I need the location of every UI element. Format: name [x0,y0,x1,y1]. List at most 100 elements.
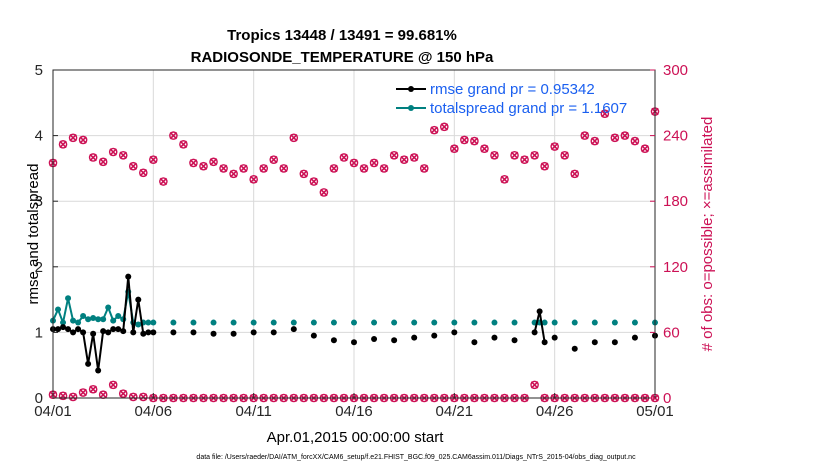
obs-high-possible-point [299,169,309,179]
obs-high-possible-point [159,177,168,186]
x-tick-label: 04/06 [135,403,173,420]
totalspread-point [60,319,67,326]
y-left-tick-label: 4 [35,128,43,145]
obs-low-possible-point [88,384,98,394]
obs-high-possible-point [610,133,620,143]
rmse-point [120,328,127,335]
obs-low-possible-point [58,391,68,401]
obs-high-possible-point [279,164,289,173]
rmse-point [270,329,277,336]
obs-low-assimilated-point [69,393,77,401]
obs-high-possible-point [269,155,279,164]
totalspread-point [190,319,197,326]
obs-high-assimilated-point [360,164,368,173]
totalspread-point [571,319,578,326]
obs-high-assimilated-point [229,170,238,178]
legend-rmse-marker [408,86,414,92]
obs-high-possible-point [88,153,98,162]
rmse-point [70,329,77,336]
obs-high-assimilated-point [219,164,228,173]
obs-high-assimilated-point [591,137,599,145]
obs-high-possible-point [500,175,509,184]
obs-high-assimilated-point [179,140,188,149]
totalspread-point [551,319,558,326]
y-axis-right: 0 60 120 180 240 300 [650,62,688,407]
rmse-point [541,339,548,346]
totalspread-point [391,319,398,326]
y-left-tick-label: 0 [35,390,43,407]
rmse-point [351,339,357,346]
legend-spread-label: totalspread grand pr = 1.1607 [430,100,627,117]
obs-high-assimilated-point [239,164,248,173]
obs-low-possible-point [138,392,148,402]
obs-high-possible-point [540,161,549,171]
totalspread-point [105,304,112,311]
obs-high-assimilated-point [450,144,459,153]
rmse-point [611,339,618,346]
obs-high-assimilated-point [621,131,629,140]
obs-high-possible-point [580,131,590,140]
obs-high-assimilated-point [139,169,148,177]
obs-low-assimilated-point [530,381,539,389]
totalspread-point [310,319,317,326]
totalspread-series [50,288,658,328]
rmse-point [411,334,418,341]
obs-high-possible-point [239,164,248,173]
rmse-point [110,326,117,333]
obs-high-assimilated-point [490,151,499,160]
y-left-tick-label: 1 [35,324,43,341]
obs-high-possible-point [480,144,489,154]
y-right-tick-label: 60 [663,324,680,341]
rmse-point [55,326,62,333]
totalspread-point [65,295,72,302]
rmse-point [90,330,97,337]
totalspread-point [451,319,458,326]
y-left-tick-label: 3 [35,193,43,210]
obs-high-possible-point [450,144,459,154]
obs-high-assimilated-point [330,164,338,173]
obs-high-possible-point [429,125,439,135]
obs-high-possible-point [259,164,269,173]
obs-high-possible-point [118,150,128,160]
obs-high-assimilated-point [209,158,218,166]
rmse-point [511,337,518,344]
totalspread-point [145,319,152,326]
obs-high-possible-point [369,158,379,168]
totalspread-point [95,316,102,323]
obs-high-possible-point [630,136,640,146]
obs-high-assimilated-point [189,159,198,167]
obs-high-possible-point [309,177,319,186]
data-file-footer: data file: /Users/raeder/DAI/ATM_forcXX/… [196,454,636,461]
rmse-point [591,339,598,346]
obs-low-possible-point [68,392,78,402]
totalspread-point [330,319,337,326]
rmse-point [371,335,378,342]
rmse-point [135,296,142,303]
obs-high-possible-point [98,157,108,167]
obs-high-possible-point [560,150,570,160]
rmse-point [105,329,112,336]
obs-high-assimilated-point [570,170,579,178]
rmse-point [65,326,72,333]
rmse-point [145,329,152,336]
totalspread-point [491,319,498,326]
x-tick-label: 04/26 [536,403,574,420]
obs-high-assimilated-point [269,155,278,164]
totalspread-point [411,319,418,326]
y-axis-left: 0 1 2 3 4 5 [35,62,58,407]
x-axis-label: Apr.01,2015 00:00:00 start [267,429,445,446]
chart-title-line2: RADIOSONDE_TEMPERATURE @ 150 hPa [191,49,494,66]
obs-high-possible-point [149,155,158,164]
obs-high-assimilated-point [169,131,178,140]
obs-high-assimilated-point [109,148,117,156]
obs-high-possible-point [439,122,449,132]
y-axis-right-label: # of obs: o=possible; ×=assimilated [699,117,716,352]
rmse-point [531,329,538,336]
rmse-point [290,326,297,333]
x-tick-label: 04/11 [235,403,271,420]
obs-high-assimilated-point [370,159,378,167]
totalspread-point [80,313,87,319]
totalspread-point [135,321,142,328]
obs-high-possible-point [359,164,369,173]
totalspread-point [230,319,237,326]
